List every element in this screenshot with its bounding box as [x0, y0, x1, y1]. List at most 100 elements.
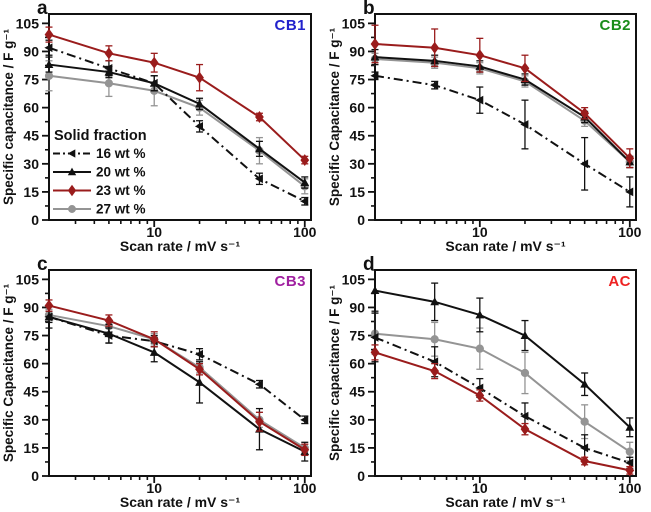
tick-label: 20 wt % [96, 165, 146, 180]
data-point-marker [625, 422, 635, 431]
data-point-marker [195, 99, 204, 108]
sample-label-ac: AC [608, 273, 631, 290]
tick-label: 0 [31, 212, 39, 228]
data-point-marker [104, 329, 114, 338]
axis-box [374, 269, 637, 477]
tick-label: 90 [349, 299, 365, 315]
panel-letter-d: d [363, 254, 375, 275]
data-point-marker [44, 59, 54, 69]
series-23-wt-% [370, 24, 635, 169]
axes: 10 100 0 15 30 45 60 75 90 105 [342, 13, 642, 240]
panel-a-plot: 10 100 0 15 30 45 60 75 90 105 Solid fraction 16 wt… [16, 13, 317, 240]
series-20-wt-% [44, 56, 310, 189]
series-27-wt-% [370, 52, 634, 169]
data-point-marker [44, 299, 54, 312]
data-point-marker [255, 111, 264, 123]
x-axis-label-d: Scan rate / mV s⁻¹ [445, 494, 566, 510]
data-point-marker [370, 333, 379, 342]
panel-b-plot: 10 100 0 15 30 45 60 75 90 105 [342, 13, 642, 240]
sample-label-cb3: CB3 [274, 273, 306, 290]
data-point-marker [580, 417, 589, 426]
tick-label: 15 [349, 440, 365, 456]
tick-label: 45 [349, 128, 365, 144]
data-point-marker [475, 95, 484, 105]
sample-label-cb2: CB2 [599, 17, 631, 34]
tick-label: 15 [23, 184, 39, 200]
series-27-wt-% [44, 308, 309, 453]
panel-d-plot: 10 100 0 15 30 45 60 75 90 105 [342, 269, 642, 496]
data-point-marker [520, 411, 529, 421]
tick-label: 30 [349, 412, 365, 428]
data-point-marker [254, 379, 263, 389]
tick-label: 90 [23, 299, 39, 315]
data-point-marker [430, 335, 439, 344]
data-point-marker [104, 79, 114, 88]
panel-c-plot: 10 100 0 15 30 45 60 75 90 105 [16, 269, 317, 496]
axes: 10 100 0 15 30 45 60 75 90 105 [16, 269, 317, 496]
tick-label: 60 [349, 100, 365, 116]
tick-label: 23 wt % [96, 183, 146, 198]
data-point-marker [149, 347, 159, 356]
tick-label: 105 [342, 15, 366, 31]
legend: Solid fraction 16 wt % 20 wt % 23 wt % 27 wt… [53, 128, 147, 217]
tick-label: 10 [472, 224, 488, 240]
tick-label: 30 [23, 412, 39, 428]
tick-label: 90 [23, 43, 39, 59]
data-point-marker [580, 443, 589, 453]
data-point-marker [195, 71, 204, 84]
data-point-marker [370, 37, 380, 50]
panel-b: 10 100 0 15 30 45 60 75 90 105 b CB2 Specific Cap… [326, 0, 651, 256]
data-point-marker [370, 346, 380, 359]
y-axis-label-a: Specific capacitance / F g⁻¹ [1, 29, 16, 205]
x-axis-label-c: Scan rate / mV s⁻¹ [119, 494, 241, 510]
data-point-marker [625, 152, 635, 165]
data-point-marker [44, 43, 53, 53]
data-point-marker [255, 144, 264, 153]
data-point-marker [430, 41, 440, 54]
data-point-marker [520, 368, 530, 378]
data-point-marker [430, 80, 439, 90]
tick-label: 75 [23, 72, 39, 88]
series-20-wt-% [44, 304, 310, 462]
data-point-marker [370, 71, 379, 81]
data-point-marker [104, 47, 114, 60]
series-23-wt-% [44, 299, 310, 457]
data-point-marker [580, 379, 590, 388]
data-point-marker [44, 312, 54, 321]
data-point-marker [300, 154, 310, 167]
data-point-marker [300, 177, 310, 186]
data-point-marker [625, 464, 635, 477]
series-23-wt-% [370, 344, 635, 477]
tick-label: 100 [618, 480, 642, 496]
series-27-wt-% [370, 312, 634, 462]
panel-a: 10 100 0 15 30 45 60 75 90 105 Solid fraction 16 wt… [0, 0, 326, 256]
axes: 10 100 0 15 30 45 60 75 90 105 [16, 13, 317, 240]
data-point-marker [475, 389, 485, 402]
tick-label: 105 [342, 271, 366, 287]
data-point-marker [430, 297, 440, 306]
tick-label: 15 [23, 440, 39, 456]
tick-label: 105 [16, 271, 40, 287]
tick-label: 15 [349, 184, 365, 200]
axis-box [48, 13, 312, 221]
tick-label: 45 [349, 384, 365, 400]
tick-label: 60 [349, 356, 365, 372]
tick-label: 75 [23, 328, 39, 344]
series-23-wt-% [44, 26, 310, 167]
tick-label: 27 wt % [96, 202, 146, 217]
tick-label: Solid fraction [54, 128, 147, 144]
panel-c: 10 100 0 15 30 45 60 75 90 105 c CB3 Specific Cap… [0, 254, 326, 512]
tick-label: 30 [23, 156, 39, 172]
tick-label: 10 [472, 480, 488, 496]
data-point-marker [44, 28, 54, 41]
tick-label: 105 [16, 15, 40, 31]
tick-label: 30 [349, 156, 365, 172]
y-axis-label-d: Specific capacitance / F g⁻¹ [327, 285, 342, 461]
data-point-marker [520, 423, 530, 436]
panel-letter-a: a [37, 0, 48, 19]
data-point-marker [194, 349, 203, 359]
tick-label: 100 [618, 224, 642, 240]
data-point-marker [580, 107, 590, 120]
data-point-marker [300, 196, 309, 206]
